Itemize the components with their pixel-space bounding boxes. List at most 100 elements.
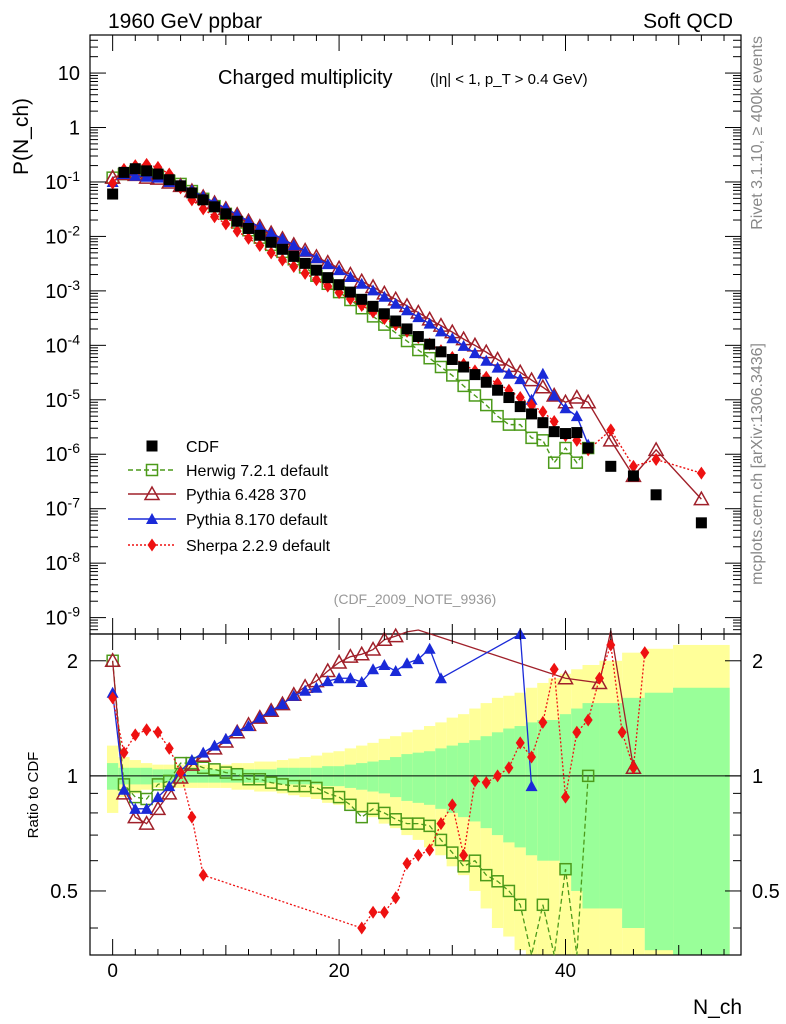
ratio-point: [434, 833, 448, 847]
data-point: [254, 229, 266, 241]
series-point: [547, 456, 561, 469]
ratio-plot-frame: [89, 633, 742, 956]
series-point: [468, 389, 482, 402]
series-point: [502, 367, 515, 379]
legend-entry: CDF: [146, 439, 219, 456]
legend-marker: [146, 513, 158, 524]
series-herwig: [106, 165, 595, 469]
series-point: [367, 284, 380, 296]
ratio-point: [436, 817, 446, 831]
data-point: [469, 369, 481, 381]
series-point: [570, 410, 583, 422]
series-point: [606, 423, 616, 437]
ratio-point: [502, 884, 516, 898]
y-tick-label-ratio: 1: [67, 766, 78, 788]
data-point: [627, 470, 639, 482]
series-point: [129, 169, 142, 181]
band-inner: [514, 726, 526, 848]
series-point: [355, 277, 368, 289]
band-inner: [599, 703, 623, 909]
legend-marker: [147, 538, 157, 552]
y-tick-label-ratio-right: 2: [752, 651, 763, 673]
ratio-point: [594, 671, 604, 685]
ratio-point: [536, 898, 550, 912]
legend-marker: [145, 463, 159, 477]
data-point: [186, 187, 198, 199]
data-point: [446, 353, 458, 365]
data-point: [401, 323, 413, 335]
ratio-herwig: [106, 654, 595, 956]
ratio-point: [197, 746, 210, 758]
ratio-point: [130, 728, 140, 742]
x-axis-label: N_ch: [693, 996, 742, 1019]
ratio-point: [187, 810, 197, 824]
band-inner: [503, 728, 515, 843]
ratio-point: [468, 854, 482, 867]
data-point: [526, 408, 538, 420]
band-inner: [457, 742, 470, 818]
data-point: [378, 308, 390, 320]
ratio-point: [344, 672, 357, 684]
series-point: [198, 202, 208, 216]
ratio-point: [557, 669, 574, 685]
data-point: [197, 194, 209, 206]
ratio-point: [527, 750, 537, 764]
series-point: [266, 246, 276, 260]
legend-label: CDF: [186, 439, 219, 456]
series-point: [289, 260, 299, 274]
ratio-point: [423, 642, 436, 654]
ratio-point: [412, 653, 425, 665]
band-inner: [412, 752, 424, 803]
ratio-point: [423, 819, 436, 833]
ratio-point: [368, 905, 378, 919]
data-point: [412, 331, 424, 343]
ratio-pythia: [106, 628, 538, 814]
series-point: [210, 210, 220, 224]
band-inner: [622, 697, 645, 929]
ratio-point: [153, 725, 163, 739]
ratio-point: [389, 665, 402, 677]
ratio-point: [470, 774, 480, 788]
ratio-point: [640, 646, 650, 660]
band-inner: [537, 720, 549, 861]
ratio-point: [149, 800, 167, 816]
ratio-point: [253, 711, 266, 723]
series-point: [333, 264, 346, 276]
ratio-point: [559, 862, 572, 876]
series-point: [549, 414, 559, 428]
data-point: [276, 243, 288, 255]
data-point: [548, 426, 560, 438]
y-tick-label-ratio-right: 1: [752, 766, 763, 788]
data-point: [356, 293, 368, 305]
ratio-point: [117, 783, 130, 795]
data-point: [605, 460, 617, 472]
ratio-point: [581, 769, 595, 783]
data-point: [492, 384, 504, 396]
ratio-point: [299, 684, 312, 696]
y-axis-label-ratio: Ratio to CDF: [25, 752, 42, 839]
ratio-point: [459, 848, 469, 862]
ratio-point: [628, 761, 638, 775]
series-point: [321, 258, 334, 270]
ratio-point: [355, 676, 368, 688]
series-point: [693, 490, 710, 506]
ratio-point: [515, 736, 525, 750]
data-point: [141, 165, 153, 177]
axes-frame: [89, 34, 742, 956]
ratio-point: [355, 810, 368, 824]
band-inner: [644, 692, 674, 951]
ratio-point: [274, 695, 291, 711]
y-tick-label-main: 10-9: [45, 604, 80, 630]
y-tick-label-main: 10-6: [45, 440, 80, 466]
ratio-point: [333, 672, 346, 684]
data-point: [537, 417, 549, 429]
data-point: [503, 392, 515, 404]
band-inner: [548, 720, 560, 861]
ratio-point: [265, 704, 278, 716]
data-point: [333, 279, 345, 291]
series-point: [276, 232, 289, 244]
series-point: [536, 434, 550, 447]
ratio-point: [591, 674, 608, 690]
data-point: [175, 180, 187, 192]
data-point: [209, 201, 221, 213]
